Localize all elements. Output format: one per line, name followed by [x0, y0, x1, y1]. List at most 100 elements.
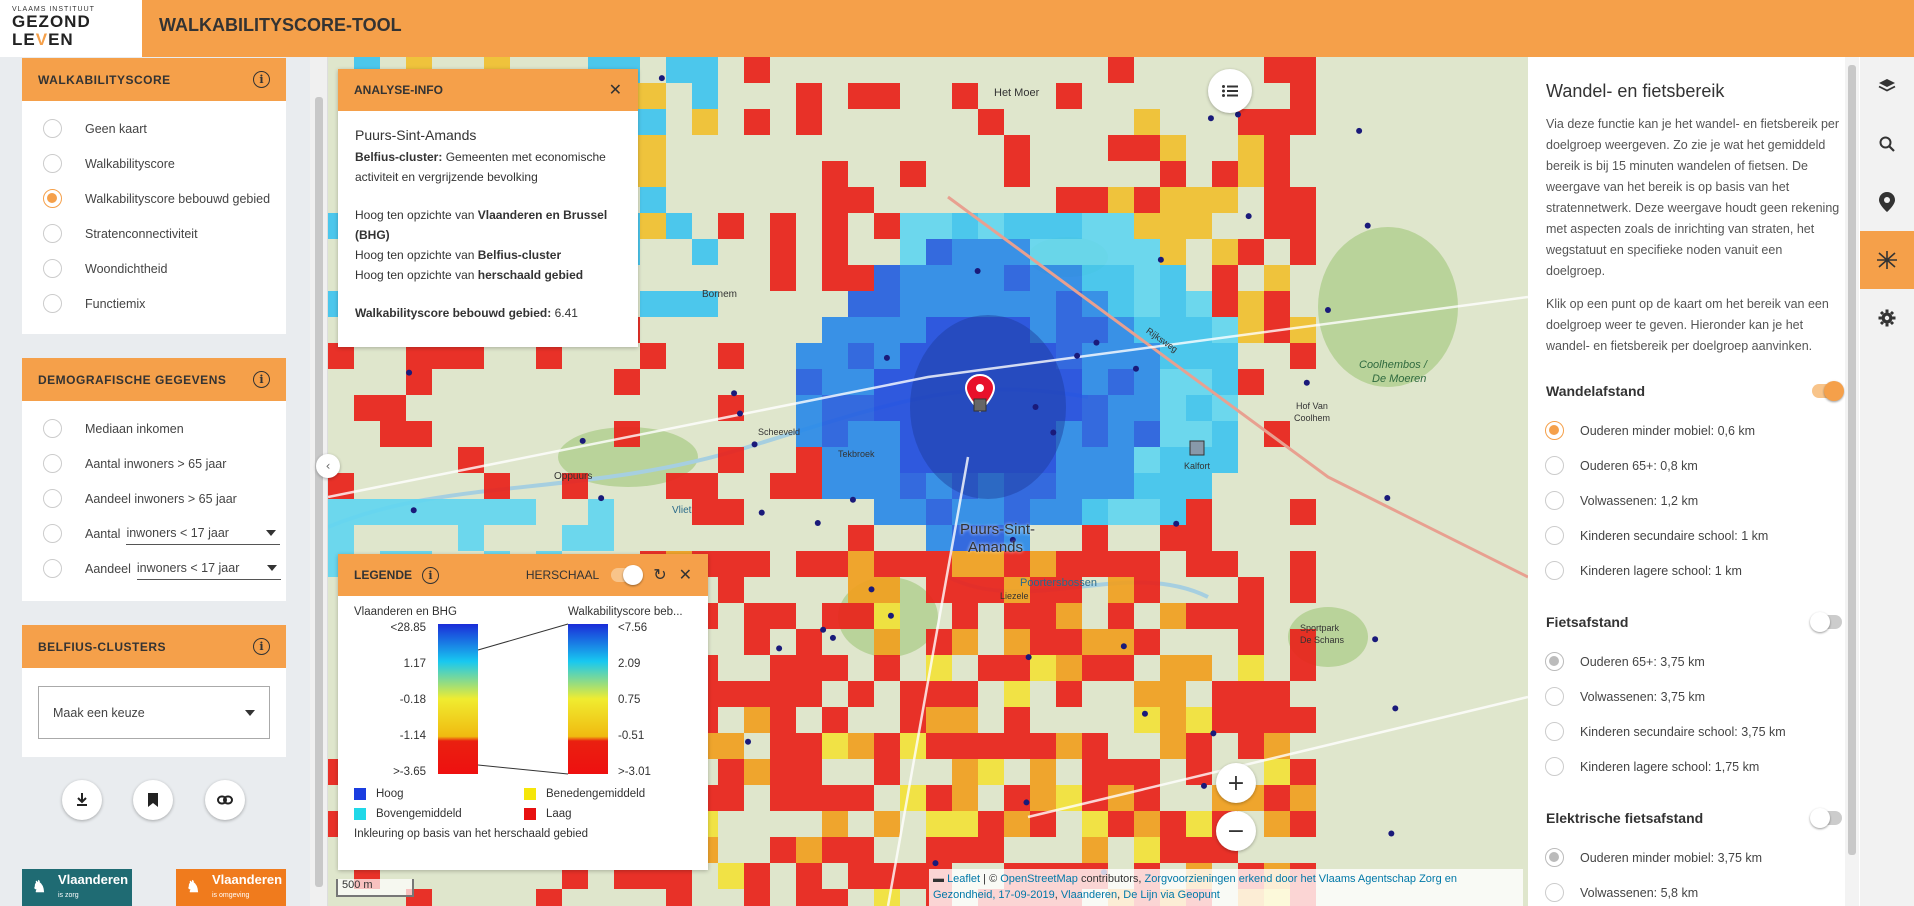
- right-panel-scrollbar[interactable]: [1845, 57, 1859, 906]
- radio-label: Geen kaart: [85, 121, 147, 136]
- aantal-select[interactable]: inwoners < 17 jaar: [126, 523, 281, 545]
- radio-option[interactable]: Kinderen secundaire school: 3,75 km: [1528, 714, 1860, 749]
- radio-option[interactable]: Ouderen 65+: 0,8 km: [1528, 448, 1860, 483]
- analyse-info-body: Puurs-Sint-Amands Belfius-cluster: Gemee…: [338, 111, 638, 337]
- logo[interactable]: VLAAMS INSTITUUT GEZOND LEVEN: [0, 0, 142, 57]
- grid-cell: [1134, 473, 1160, 499]
- collapse-sidebar-button[interactable]: ‹: [316, 454, 340, 478]
- grid-cell: [1004, 135, 1030, 161]
- radio-circle[interactable]: [1545, 456, 1564, 475]
- radio-option[interactable]: Kinderen lagere school: 1 km: [1528, 553, 1860, 588]
- zoom-in-button[interactable]: +: [1216, 763, 1256, 803]
- radio-option[interactable]: Aandeel inwoners > 65 jaar: [22, 481, 286, 516]
- radio-circle[interactable]: [1545, 526, 1564, 545]
- aandeel-select[interactable]: inwoners < 17 jaar: [136, 558, 281, 580]
- radio-circle[interactable]: [43, 419, 62, 438]
- grid-cell: [1186, 603, 1212, 629]
- vlaanderen-omgeving-logo[interactable]: ♞ Vlaanderen is omgeving: [176, 869, 286, 906]
- radio-option[interactable]: Functiemix: [22, 286, 286, 321]
- grid-cell: [1004, 785, 1030, 811]
- poi-marker: [1234, 111, 1241, 118]
- radio-circle[interactable]: [1545, 687, 1564, 706]
- radio-circle[interactable]: [43, 454, 62, 473]
- layers-button[interactable]: [1860, 57, 1914, 115]
- belfius-select[interactable]: Maak een keuze: [38, 686, 270, 739]
- info-icon[interactable]: i: [253, 638, 270, 655]
- info-icon[interactable]: i: [253, 371, 270, 388]
- refresh-icon[interactable]: ↻: [653, 567, 667, 584]
- radio-option[interactable]: Geen kaart: [22, 111, 286, 146]
- radio-option[interactable]: Aantal inwoners > 65 jaar: [22, 446, 286, 481]
- radio-option[interactable]: Woondichtheid: [22, 251, 286, 286]
- radio-circle[interactable]: [43, 154, 62, 173]
- grid-cell: [1108, 291, 1134, 317]
- sidebar-scrollbar[interactable]: [310, 57, 328, 906]
- radio-circle[interactable]: [43, 259, 62, 278]
- radio-circle[interactable]: [43, 189, 62, 208]
- section-toggle[interactable]: [1812, 381, 1844, 401]
- grid-cell: [1030, 655, 1056, 681]
- delijn-link[interactable]: De Lijn via Geopunt: [1123, 889, 1220, 901]
- grid-cell: [1212, 707, 1238, 733]
- radio-option[interactable]: Volwassenen: 1,2 km: [1528, 483, 1860, 518]
- radio-circle[interactable]: [1545, 421, 1564, 440]
- list-button[interactable]: [1208, 69, 1252, 113]
- vlaanderen-link[interactable]: Vlaanderen: [1060, 889, 1118, 901]
- grid-cell: [1004, 499, 1030, 525]
- radio-circle[interactable]: [43, 524, 62, 543]
- radio-circle[interactable]: [1545, 722, 1564, 741]
- radio-option[interactable]: Volwassenen: 3,75 km: [1528, 679, 1860, 714]
- section-toggle[interactable]: [1810, 612, 1842, 632]
- radio-option[interactable]: Kinderen lagere school: 1,75 km: [1528, 749, 1860, 784]
- radio-circle[interactable]: [1545, 757, 1564, 776]
- search-button[interactable]: [1860, 115, 1914, 173]
- zoom-out-button[interactable]: −: [1216, 811, 1256, 851]
- radio-option[interactable]: Ouderen minder mobiel: 0,6 km: [1528, 413, 1860, 448]
- radio-option[interactable]: Volwassenen: 5,8 km: [1528, 875, 1860, 906]
- radio-circle[interactable]: [1545, 491, 1564, 510]
- walk-bike-button[interactable]: [1860, 231, 1914, 289]
- link-button[interactable]: [205, 780, 245, 820]
- radio-option[interactable]: Walkabilityscore bebouwd gebied: [22, 181, 286, 216]
- grid-cell: [770, 603, 796, 629]
- grid-cell: [1004, 213, 1030, 239]
- grid-cell: [848, 733, 874, 759]
- settings-button[interactable]: [1860, 289, 1914, 347]
- radio-circle[interactable]: [1545, 561, 1564, 580]
- info-icon[interactable]: i: [253, 71, 270, 88]
- vlaanderen-zorg-logo[interactable]: ♞ Vlaanderen is zorg: [22, 869, 132, 906]
- radio-option[interactable]: Kinderen secundaire school: 1 km: [1528, 518, 1860, 553]
- radio-option[interactable]: Mediaan inkomen: [22, 411, 286, 446]
- radio-circle[interactable]: [43, 489, 62, 508]
- radio-circle[interactable]: [1545, 652, 1564, 671]
- analyse-info-header: ANALYSE-INFO ✕: [338, 69, 638, 111]
- location-button[interactable]: [1860, 173, 1914, 231]
- grid-cell: [484, 473, 510, 499]
- grid-cell: [796, 447, 822, 473]
- radio-option[interactable]: Stratenconnectiviteit: [22, 216, 286, 251]
- radio-circle[interactable]: [43, 224, 62, 243]
- radio-circle[interactable]: [43, 559, 62, 578]
- close-icon[interactable]: ✕: [608, 82, 622, 99]
- save-button[interactable]: [133, 780, 173, 820]
- osm-link[interactable]: OpenStreetMap: [1000, 873, 1078, 885]
- grid-cell: [1290, 317, 1316, 343]
- radio-option[interactable]: Walkabilityscore: [22, 146, 286, 181]
- download-button[interactable]: [62, 780, 102, 820]
- radio-aantal[interactable]: Aantal inwoners < 17 jaar: [22, 516, 286, 551]
- herschaal-toggle[interactable]: [611, 565, 644, 585]
- info-icon[interactable]: i: [422, 566, 440, 584]
- radio-circle[interactable]: [1545, 848, 1564, 867]
- grid-cell: [770, 213, 796, 239]
- section-toggle[interactable]: [1810, 808, 1842, 828]
- grid-cell: [1108, 187, 1134, 213]
- zorg-link[interactable]: Zorgvoorzieningen erkend door het Vlaams…: [933, 873, 1457, 901]
- radio-aandeel[interactable]: Aandeel inwoners < 17 jaar: [22, 551, 286, 586]
- leaflet-link[interactable]: Leaflet: [947, 873, 981, 885]
- radio-circle[interactable]: [43, 294, 62, 313]
- radio-option[interactable]: Ouderen minder mobiel: 3,75 km: [1528, 840, 1860, 875]
- radio-circle[interactable]: [43, 119, 62, 138]
- radio-circle[interactable]: [1545, 883, 1564, 902]
- close-icon[interactable]: ✕: [678, 567, 692, 584]
- radio-option[interactable]: Ouderen 65+: 3,75 km: [1528, 644, 1860, 679]
